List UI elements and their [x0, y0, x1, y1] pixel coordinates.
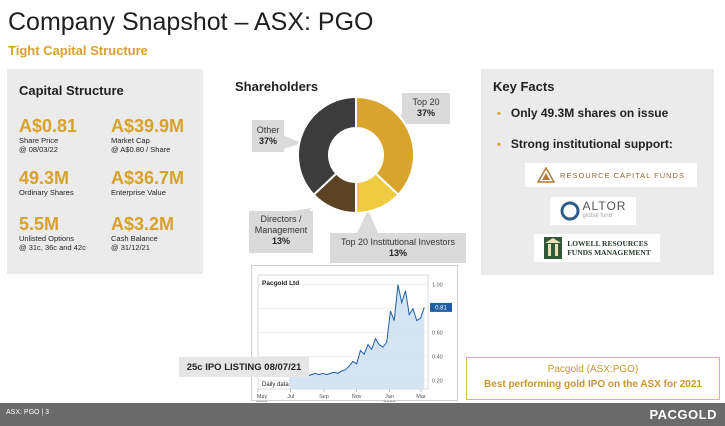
last-price-badge — [430, 302, 452, 312]
x-tick-label: Jul — [287, 394, 294, 400]
metric-market-cap: A$39.9M Market Cap @ A$0.80 / Share — [111, 116, 184, 154]
lowell-resources-logo: LOWELL RESOURCES FUNDS MANAGEMENT — [534, 234, 660, 262]
resource-capital-funds-logo: RESOURCE CAPITAL FUNDS — [525, 163, 697, 187]
key-fact-text: Only 49.3M shares on issue — [510, 106, 669, 120]
price-line — [288, 284, 425, 377]
metric-label: Cash Balance — [111, 234, 158, 243]
metric-cash-balance: A$3.2M Cash Balance @ 31/12/21 — [111, 214, 174, 252]
metric-label: Ordinary Shares — [19, 188, 74, 197]
callout-directors: Directors / Management 13% — [249, 214, 313, 247]
shareholders-title: Shareholders — [235, 79, 319, 94]
altor-logo-text: ALTOR — [582, 199, 627, 213]
callout-other: Other 37% — [252, 125, 284, 147]
y-tick-label: 0.60 — [432, 331, 443, 337]
stock-chart-label: Pacgold Ltd — [262, 280, 299, 287]
callout-top20: Top 20 37% — [402, 97, 450, 119]
key-fact-text: Strong institutional support: — [510, 137, 673, 151]
callout-connector-institutional — [357, 210, 378, 233]
stock-chart-footer: Daily data — [262, 382, 289, 388]
altor-logo-subtext: global fund — [582, 213, 612, 219]
stock-chart-svg: Pacgold Ltd Daily data 1.000.800.600.400… — [256, 274, 452, 407]
callout-directors-pct: 13% — [271, 236, 290, 246]
metric-sublabel: @ 31c, 36c and 42c — [19, 243, 86, 252]
x-year-label: 2021 — [256, 401, 268, 402]
metric-value: 5.5M — [19, 214, 60, 234]
x-tick-label: Nov — [352, 394, 362, 400]
ipo-listing-label: 25c IPO LISTING 08/07/21 — [179, 357, 309, 377]
metric-value: A$36.7M — [111, 168, 185, 188]
metric-sublabel: @ A$0.80 / Share — [111, 145, 171, 154]
metric-sublabel: @ 08/03/22 — [19, 145, 58, 154]
rcf-emblem-icon — [537, 167, 556, 183]
callout-institutional-name: Top 20 Institutional Investors — [340, 237, 456, 247]
callout-institutional-pct: 13% — [388, 248, 407, 258]
callout-other-name: Other — [256, 125, 280, 135]
x-tick-label: May — [257, 394, 268, 400]
metric-sublabel: @ 31/12/21 — [111, 243, 150, 252]
best-performing-box: Pacgold (ASX:PGO) Best performing gold I… — [466, 357, 720, 400]
metric-enterprise-value: A$36.7M Enterprise Value — [111, 168, 184, 197]
key-fact-institutional: • Strong institutional support: — [497, 137, 673, 151]
donut-slice-other — [297, 95, 357, 197]
footer-slide-info: ASX: PGO | 3 — [6, 409, 50, 416]
bullet-icon: • — [497, 139, 501, 151]
metric-ordinary-shares: 49.3M Ordinary Shares — [19, 168, 74, 197]
best-box-line-1: Pacgold (ASX:PGO) — [547, 364, 639, 375]
capital-structure-panel: Capital Structure A$0.81 Share Price @ 0… — [7, 69, 203, 274]
rcf-logo-text: RESOURCE CAPITAL FUNDS — [560, 170, 685, 180]
altor-ring-icon — [560, 201, 580, 221]
price-area — [289, 284, 425, 389]
callout-top20-name: Top 20 — [412, 97, 440, 107]
last-price-value: 0.81 — [435, 305, 447, 311]
capital-structure-title: Capital Structure — [19, 83, 124, 98]
metric-unlisted-options: 5.5M Unlisted Options @ 31c, 36c and 42c — [19, 214, 86, 252]
best-box-line-2: Best performing gold IPO on the ASX for … — [484, 379, 702, 390]
page-title: Company Snapshot – ASX: PGO — [8, 8, 374, 36]
x-tick-label: Jan — [385, 394, 394, 400]
metric-label: Enterprise Value — [111, 188, 166, 197]
key-facts-title: Key Facts — [493, 79, 555, 94]
footer-bar: ASX: PGO | 3 PACGOLD — [0, 403, 725, 426]
callout-institutional: Top 20 Institutional Investors 13% — [330, 237, 466, 259]
metric-value: 49.3M — [19, 168, 70, 188]
key-fact-shares: • Only 49.3M shares on issue — [497, 106, 668, 120]
metric-value: A$39.9M — [111, 116, 185, 136]
x-tick-label: Mar — [416, 394, 426, 400]
donut-slice-directors — [312, 172, 357, 215]
y-tick-label: 0.20 — [432, 379, 443, 385]
callout-directors-name-2: Management — [254, 225, 308, 235]
callout-top20-pct: 37% — [416, 108, 435, 118]
metric-value: A$3.2M — [111, 214, 175, 234]
metric-label: Share Price — [19, 136, 59, 145]
y-tick-label: 1.00 — [432, 283, 443, 289]
pacgold-logo: PACGOLD — [649, 407, 717, 422]
altor-logo: ALTOR global fund — [550, 197, 636, 225]
callout-directors-name-1: Directors / — [260, 214, 302, 224]
y-tick-label: 0.40 — [432, 355, 443, 361]
x-year-label: 2022 — [383, 401, 395, 402]
metric-label: Market Cap — [111, 136, 150, 145]
x-tick-label: Sep — [319, 394, 329, 400]
stock-price-chart: Pacgold Ltd Daily data 1.000.800.600.400… — [251, 265, 458, 407]
lowell-emblem-icon — [544, 237, 563, 259]
donut-slice-institutional — [355, 172, 400, 215]
lowell-logo-text-2: FUNDS MANAGEMENT — [567, 248, 651, 257]
page-subtitle: Tight Capital Structure — [8, 43, 148, 58]
callout-other-pct: 37% — [258, 136, 277, 146]
bullet-icon: • — [497, 108, 501, 120]
metric-label: Unlisted Options — [19, 234, 75, 243]
metric-share-price: A$0.81 Share Price @ 08/03/22 — [19, 116, 77, 154]
metric-value: A$0.81 — [19, 116, 78, 136]
lowell-logo-text-1: LOWELL RESOURCES — [567, 239, 648, 248]
